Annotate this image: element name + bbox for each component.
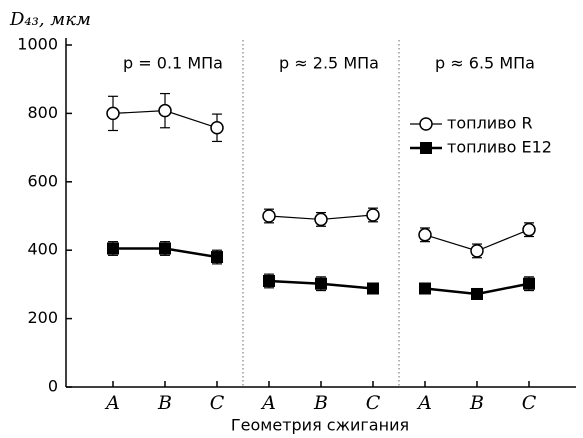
x-tick-label: B	[313, 392, 328, 414]
marker	[418, 228, 432, 242]
x-tick-label: B	[157, 392, 172, 414]
legend-label: топливо R	[447, 114, 533, 133]
marker	[158, 103, 172, 118]
group-label: p ≈ 2.5 МПа	[279, 54, 379, 73]
x-tick-label: C	[210, 392, 225, 414]
marker	[211, 251, 223, 264]
x-tick-label: B	[469, 392, 484, 414]
marker	[106, 106, 120, 121]
x-tick-label: A	[416, 392, 432, 414]
group-label: p = 0.1 МПа	[123, 54, 223, 73]
y-tick-label: 400	[27, 240, 58, 259]
y-tick-label: 0	[48, 377, 58, 396]
x-tick-label: C	[366, 392, 381, 414]
marker	[314, 212, 328, 227]
y-tick-label: 200	[27, 308, 58, 327]
y-tick-label: 600	[27, 171, 58, 190]
legend-marker	[420, 142, 432, 154]
x-tick-label: A	[104, 392, 120, 414]
marker	[159, 242, 171, 255]
marker	[367, 282, 379, 295]
legend-marker	[419, 117, 433, 131]
y-tick-label: 1000	[17, 35, 58, 54]
group-label: p ≈ 6.5 МПа	[435, 54, 535, 73]
x-tick-label: A	[260, 392, 276, 414]
marker	[263, 274, 275, 287]
marker	[522, 222, 536, 237]
x-axis-label: Геометрия сжигания	[231, 416, 409, 435]
marker	[366, 208, 380, 222]
marker	[523, 277, 535, 290]
x-tick-label: C	[522, 392, 537, 414]
marker	[471, 287, 483, 300]
marker	[210, 121, 224, 135]
marker	[262, 209, 276, 223]
y-axis-label: D₄₃, мкм	[9, 9, 91, 30]
marker	[419, 282, 431, 295]
marker	[107, 242, 119, 255]
marker	[315, 277, 327, 290]
marker	[470, 244, 484, 258]
y-tick-label: 800	[27, 103, 58, 122]
legend-label: топливо E12	[447, 138, 552, 157]
